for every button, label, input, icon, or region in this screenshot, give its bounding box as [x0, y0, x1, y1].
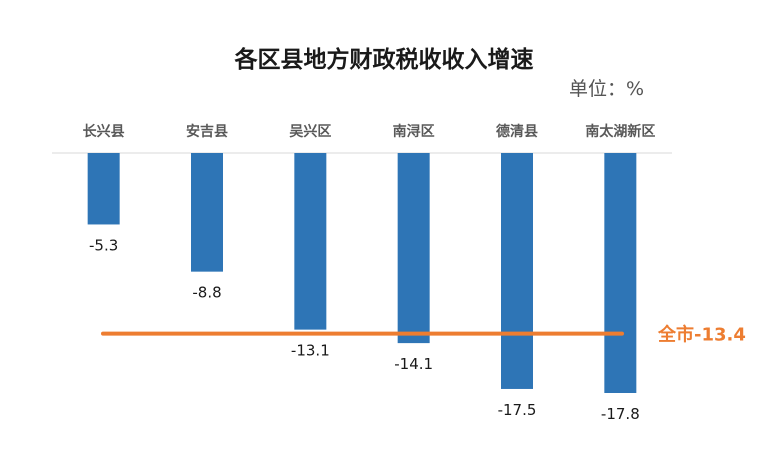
data-label: -14.1: [394, 355, 433, 373]
category-label: 德清县: [496, 123, 538, 140]
unit-label: 单位：%: [568, 78, 644, 100]
chart-title: 各区县地方财政税收收入增速: [234, 47, 534, 73]
category-label: 吴兴区: [289, 123, 331, 140]
bars: [87, 153, 637, 393]
data-label: -5.3: [89, 236, 118, 254]
data-label: -13.1: [291, 342, 330, 360]
category-label: 南浔区: [393, 123, 435, 140]
bar: [501, 153, 533, 389]
data-labels: -5.3 -8.8 -13.1 -14.1 -17.5 -17.8: [89, 236, 640, 423]
data-label: -17.5: [498, 401, 537, 419]
bar: [397, 153, 430, 344]
category-label: 南太湖新区: [585, 123, 655, 140]
data-label: -17.8: [601, 405, 640, 423]
bar: [604, 153, 637, 393]
data-label: -8.8: [192, 284, 221, 302]
bar: [294, 153, 327, 330]
category-label: 安吉县: [186, 123, 228, 140]
bar: [87, 153, 120, 225]
city-average-label: 全市-13.4: [657, 324, 746, 346]
category-labels: 长兴县 安吉县 吴兴区 南浔区 德清县 南太湖新区: [83, 123, 656, 140]
bar: [191, 153, 223, 272]
category-label: 长兴县: [83, 123, 125, 140]
